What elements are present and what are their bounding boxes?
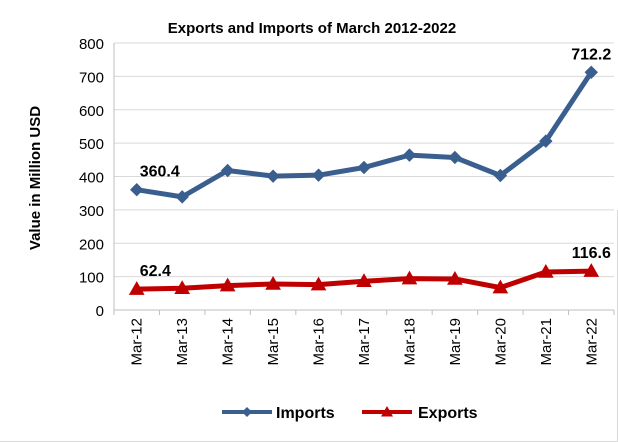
x-tick-labels: Mar-12 Mar-13 Mar-14 Mar-15 Mar-16 Mar-17 Mar-… — [113, 310, 615, 366]
imports-point — [220, 163, 235, 178]
exports-point — [447, 270, 463, 285]
exports-point — [128, 281, 145, 295]
y-tick-label: 700 — [79, 69, 104, 86]
exports-point — [310, 276, 327, 291]
legend-label: Exports — [418, 405, 478, 422]
data-label: 712.2 — [571, 46, 611, 63]
x-tick-label: Mar-17 — [356, 318, 373, 366]
y-tick-label: 300 — [79, 203, 104, 220]
series-exports — [128, 263, 600, 295]
y-tick-label: 100 — [79, 270, 104, 287]
exports-point — [537, 263, 554, 278]
exports-point — [356, 273, 372, 288]
imports-point — [266, 169, 280, 183]
y-tick-label: 0 — [96, 303, 104, 320]
imports-point — [539, 134, 553, 148]
legend-item-exports: Exports — [362, 405, 478, 422]
series-imports — [130, 65, 598, 204]
data-label: 62.4 — [140, 263, 171, 280]
x-tick-label: Mar-20 — [492, 318, 509, 366]
imports-line — [134, 69, 594, 200]
x-tick-label: Mar-15 — [265, 318, 282, 366]
imports-point — [130, 183, 144, 197]
imports-point — [584, 65, 598, 80]
x-tick-label: Mar-19 — [447, 318, 464, 366]
x-tick-label: Mar-18 — [401, 318, 418, 366]
exports-point — [583, 263, 600, 277]
imports-point — [493, 168, 508, 183]
data-label: 116.6 — [572, 245, 611, 262]
x-tick-label: Mar-22 — [583, 318, 600, 366]
imports-point — [357, 160, 371, 175]
y-tick-label: 600 — [79, 103, 104, 120]
x-tick-label: Mar-14 — [220, 318, 237, 366]
legend-label: Imports — [276, 405, 335, 422]
x-tick-label: Mar-21 — [538, 318, 555, 366]
y-tick-label: 800 — [79, 36, 104, 53]
y-tick-label: 200 — [79, 236, 104, 253]
exports-point — [174, 280, 191, 295]
legend-marker — [242, 407, 252, 417]
series-group — [128, 65, 600, 295]
gridlines — [113, 42, 614, 311]
exports-point — [219, 277, 236, 292]
chart-title: Exports and Imports of March 2012-2022 — [168, 20, 456, 37]
imports-point — [175, 190, 189, 204]
data-labels: 360.4 712.2 62.4 116.6 — [140, 46, 612, 280]
imports-point — [448, 150, 462, 165]
x-tick-label: Mar-12 — [129, 318, 146, 366]
x-tick-label: Mar-16 — [311, 318, 328, 366]
exports-point — [492, 279, 509, 294]
exports-point — [401, 270, 418, 285]
y-tick-labels: 0 100 200 300 400 500 600 700 800 — [79, 36, 104, 320]
y-tick-label: 500 — [79, 136, 104, 153]
legend-marker — [381, 406, 393, 417]
x-tick-label: Mar-13 — [174, 318, 191, 366]
legend-item-imports: Imports — [222, 405, 335, 422]
y-axis-label: Value in Million USD — [27, 106, 44, 250]
exports-point — [265, 275, 281, 290]
imports-point — [402, 148, 417, 162]
y-tick-label: 400 — [79, 170, 104, 187]
legend: Imports Exports — [222, 405, 478, 422]
data-label: 360.4 — [140, 164, 180, 181]
imports-point — [311, 168, 326, 182]
